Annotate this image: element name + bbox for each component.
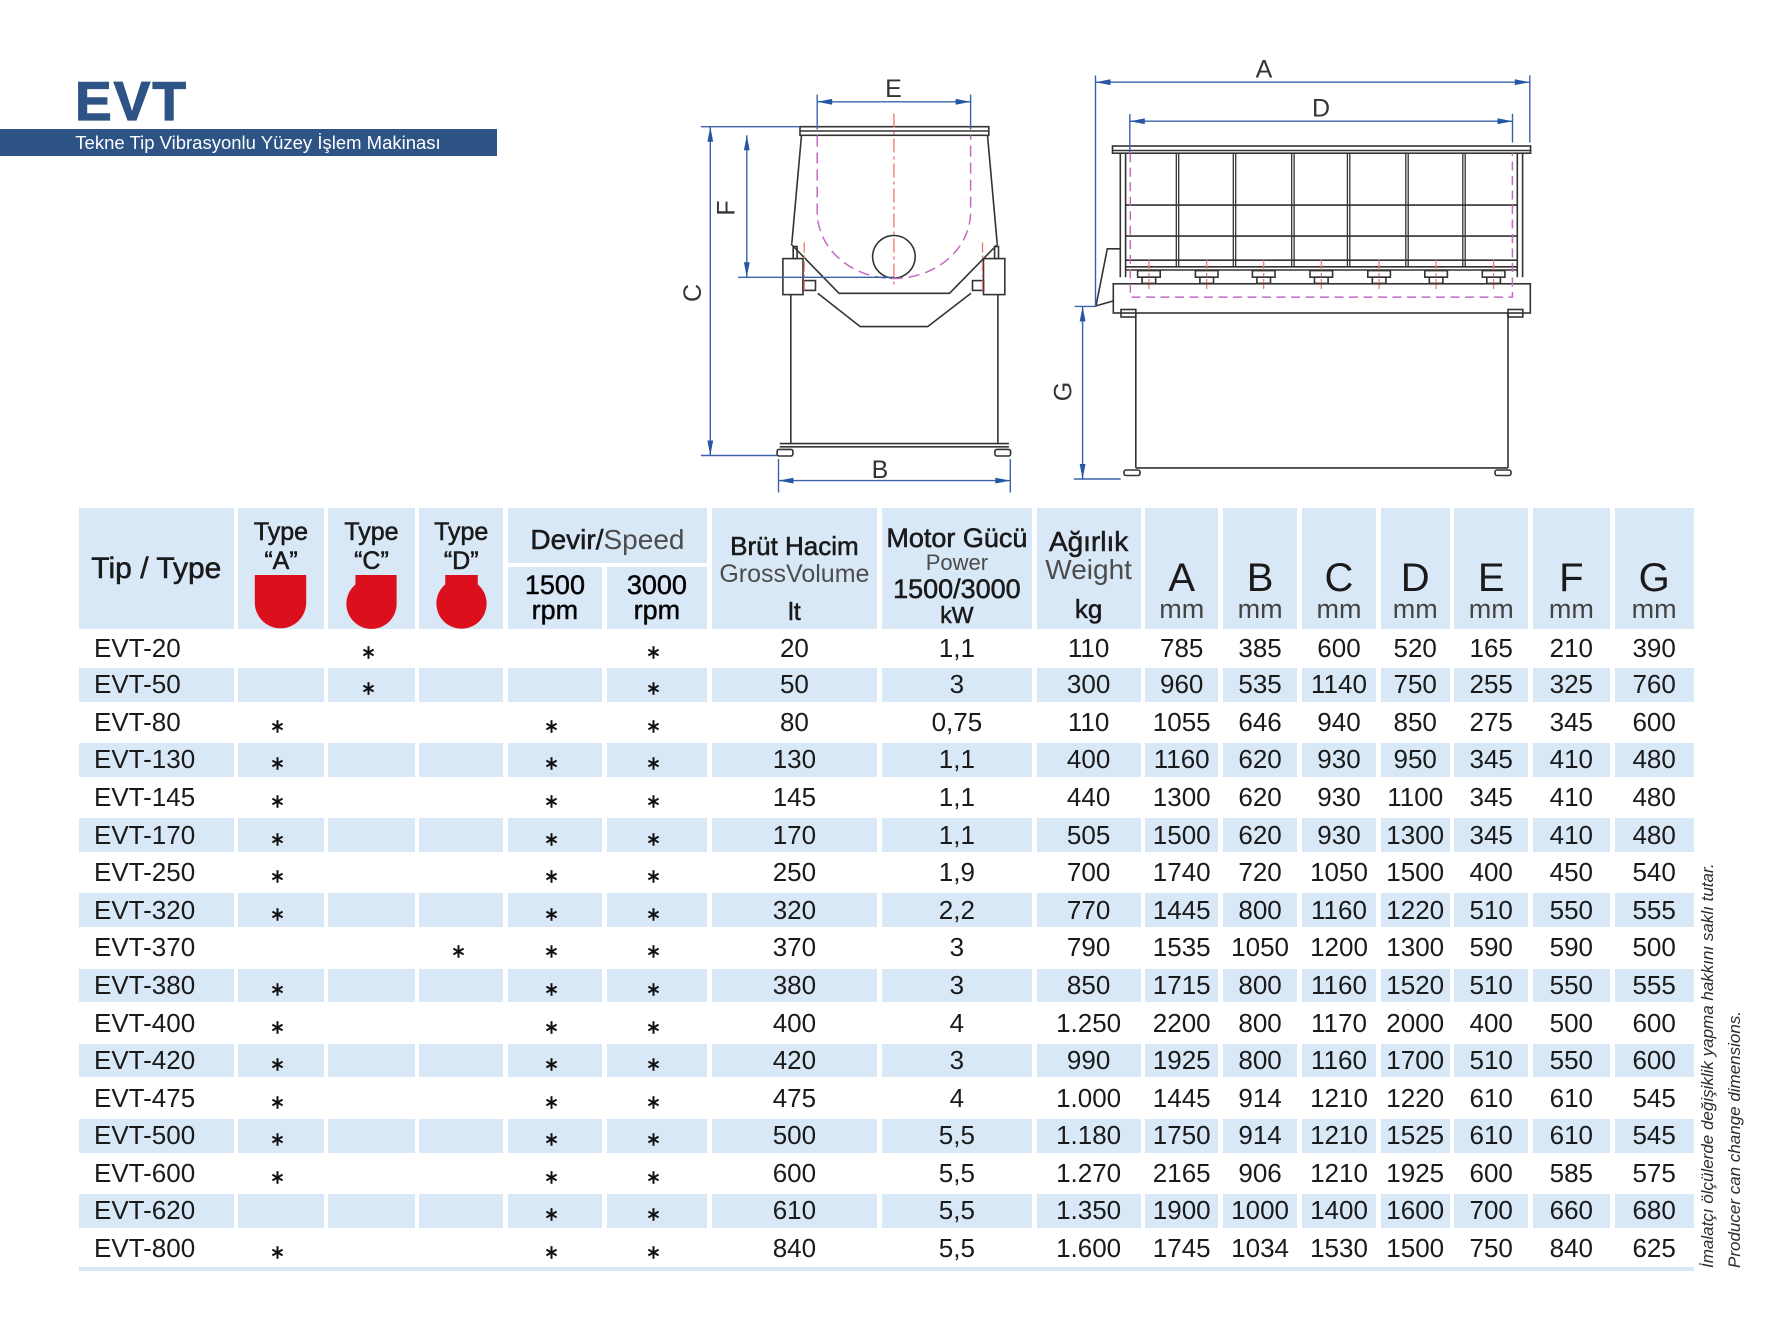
svg-text:G: G — [1050, 382, 1078, 401]
svg-text:C: C — [679, 284, 707, 302]
svg-text:B: B — [872, 456, 889, 484]
svg-text:E: E — [885, 75, 902, 103]
svg-text:A: A — [1256, 56, 1273, 84]
svg-text:F: F — [713, 200, 741, 215]
svg-text:D: D — [1312, 95, 1330, 123]
